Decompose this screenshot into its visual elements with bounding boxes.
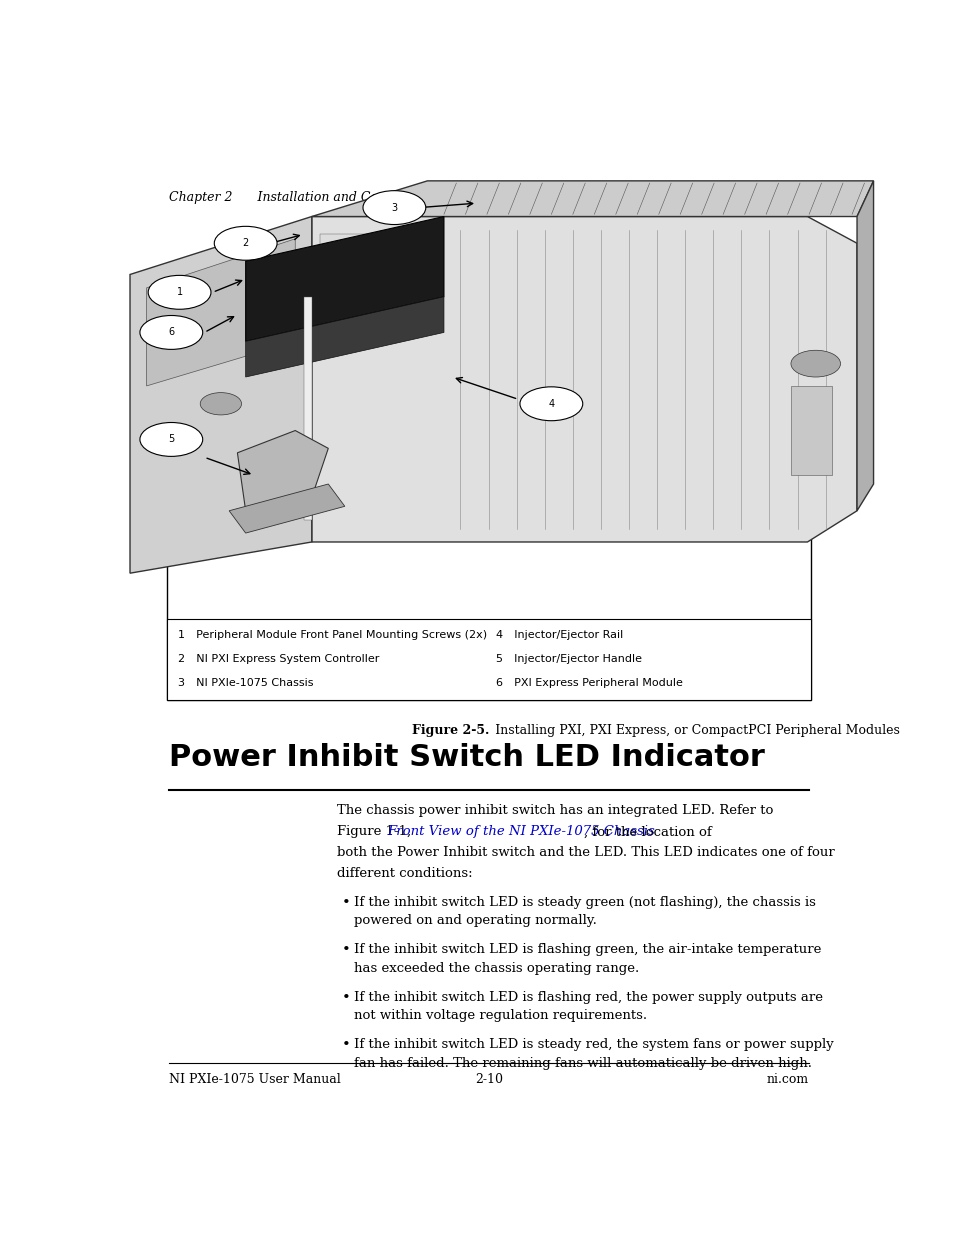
- Text: 2 NI PXI Express System Controller: 2 NI PXI Express System Controller: [178, 655, 379, 664]
- Text: Chapter 2  Installation and Configuration: Chapter 2 Installation and Configuration: [169, 191, 448, 204]
- Circle shape: [214, 226, 276, 261]
- Bar: [790, 385, 831, 475]
- Text: 3: 3: [391, 203, 397, 212]
- Text: Figure 2-5.: Figure 2-5.: [411, 724, 488, 736]
- Polygon shape: [130, 216, 312, 573]
- Text: If the inhibit switch LED is flashing red, the power supply outputs are
not with: If the inhibit switch LED is flashing re…: [354, 990, 821, 1023]
- Text: Power Inhibit Switch LED Indicator: Power Inhibit Switch LED Indicator: [169, 742, 764, 772]
- Polygon shape: [147, 238, 294, 385]
- Text: 4: 4: [548, 399, 554, 409]
- Text: 2-10: 2-10: [475, 1072, 502, 1086]
- Polygon shape: [237, 431, 328, 511]
- Circle shape: [140, 315, 202, 350]
- Bar: [167, 619, 810, 700]
- Text: If the inhibit switch LED is steady green (not flashing), the chassis is
powered: If the inhibit switch LED is steady gree…: [354, 895, 815, 927]
- Text: The chassis power inhibit switch has an integrated LED. Refer to: The chassis power inhibit switch has an …: [337, 804, 773, 818]
- Circle shape: [200, 393, 241, 415]
- Polygon shape: [246, 296, 443, 377]
- Text: 1 Peripheral Module Front Panel Mounting Screws (2x): 1 Peripheral Module Front Panel Mounting…: [178, 630, 487, 640]
- Text: 4 Injector/Ejector Rail: 4 Injector/Ejector Rail: [496, 630, 623, 640]
- Text: Figure 1-1,: Figure 1-1,: [337, 825, 416, 839]
- Text: ni.com: ni.com: [766, 1072, 808, 1086]
- Text: , for the location of: , for the location of: [583, 825, 711, 839]
- Polygon shape: [312, 216, 856, 542]
- Text: Front View of the NI PXIe-1075 Chassis: Front View of the NI PXIe-1075 Chassis: [387, 825, 655, 839]
- Circle shape: [790, 351, 840, 377]
- Text: •: •: [341, 990, 350, 1005]
- Text: 6 PXI Express Peripheral Module: 6 PXI Express Peripheral Module: [496, 678, 682, 688]
- Circle shape: [140, 422, 202, 457]
- Polygon shape: [303, 296, 312, 520]
- Polygon shape: [856, 180, 873, 511]
- Text: 1: 1: [176, 288, 182, 298]
- Text: •: •: [341, 895, 350, 910]
- Bar: [319, 235, 386, 261]
- Polygon shape: [312, 180, 873, 216]
- Text: •: •: [341, 1039, 350, 1052]
- Circle shape: [148, 275, 211, 309]
- Text: 3 NI PXIe-1075 Chassis: 3 NI PXIe-1075 Chassis: [178, 678, 314, 688]
- Text: 5: 5: [168, 435, 174, 445]
- Polygon shape: [229, 484, 344, 534]
- Polygon shape: [246, 216, 443, 341]
- Text: If the inhibit switch LED is flashing green, the air-intake temperature
has exce: If the inhibit switch LED is flashing gr…: [354, 944, 821, 974]
- Bar: [167, 272, 810, 700]
- Circle shape: [362, 190, 425, 225]
- Text: 2: 2: [242, 238, 249, 248]
- Text: If the inhibit switch LED is steady red, the system fans or power supply
fan has: If the inhibit switch LED is steady red,…: [354, 1039, 833, 1070]
- Text: different conditions:: different conditions:: [337, 867, 473, 881]
- Text: NI PXIe-1075 User Manual: NI PXIe-1075 User Manual: [169, 1072, 340, 1086]
- Text: 6: 6: [168, 327, 174, 337]
- Text: •: •: [341, 944, 350, 957]
- Text: both the Power Inhibit switch and the LED. This LED indicates one of four: both the Power Inhibit switch and the LE…: [337, 846, 834, 860]
- Text: 5 Injector/Ejector Handle: 5 Injector/Ejector Handle: [496, 655, 641, 664]
- Text: Installing PXI, PXI Express, or CompactPCI Peripheral Modules: Installing PXI, PXI Express, or CompactP…: [488, 724, 899, 736]
- Circle shape: [519, 387, 582, 421]
